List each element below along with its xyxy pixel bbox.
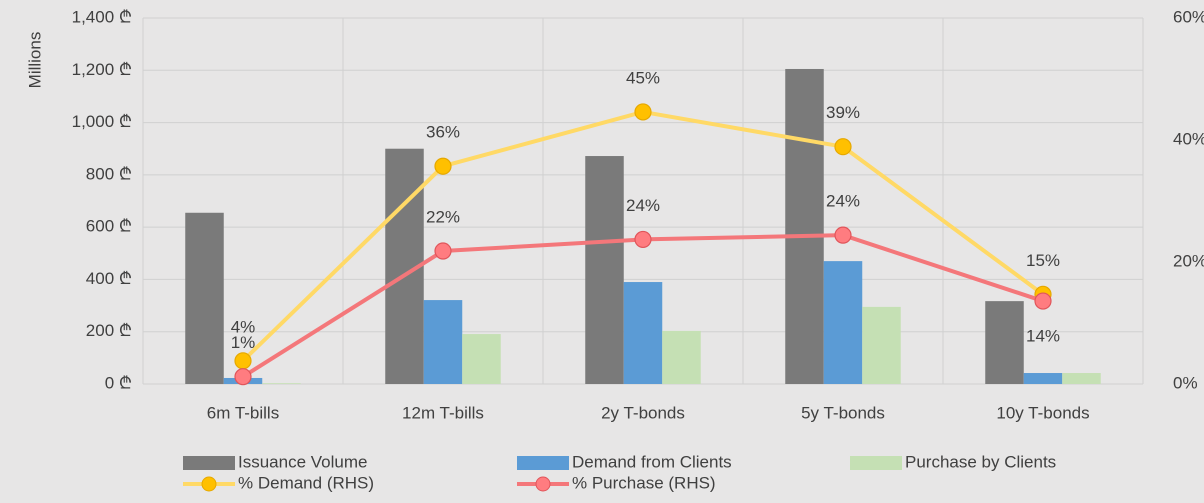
y-axis-label: Millions	[25, 32, 44, 89]
bar	[185, 212, 224, 384]
bar	[462, 334, 501, 384]
legend-label: % Demand (RHS)	[238, 473, 374, 492]
legend-label: Issuance Volume	[238, 452, 367, 471]
data-label: 24%	[626, 196, 660, 215]
legend-label: % Purchase (RHS)	[572, 473, 716, 492]
y-tick-label: 600 ₾	[86, 217, 132, 236]
legend-swatch	[183, 456, 235, 470]
y-tick-label: 1,400 ₾	[72, 7, 132, 26]
legend-marker	[535, 476, 551, 492]
y2-tick-label: 40%	[1173, 129, 1204, 148]
marker	[234, 368, 252, 386]
marker	[1034, 292, 1052, 310]
y-tick-label: 200 ₾	[86, 321, 132, 340]
bar	[1023, 373, 1063, 384]
bar	[623, 282, 663, 384]
data-label: 39%	[826, 103, 860, 122]
data-label: 22%	[426, 208, 460, 227]
data-label: 24%	[826, 192, 860, 211]
data-label: 45%	[626, 68, 660, 87]
legend-swatch	[850, 456, 902, 470]
bar	[785, 68, 824, 384]
x-tick-label: 12m T-bills	[402, 403, 484, 422]
legend-label: Purchase by Clients	[905, 452, 1056, 471]
bar	[262, 383, 301, 384]
legend-swatch	[517, 456, 569, 470]
marker	[834, 226, 852, 244]
data-label: 14%	[1026, 327, 1060, 346]
marker	[634, 230, 652, 249]
x-tick-label: 5y T-bonds	[801, 403, 885, 422]
bar	[423, 300, 463, 384]
bar	[585, 156, 624, 384]
marker	[634, 103, 652, 121]
x-tick-label: 2y T-bonds	[601, 403, 685, 422]
y-tick-label: 800 ₾	[86, 164, 132, 183]
data-label: 15%	[1026, 251, 1060, 270]
legend-label: Demand from Clients	[572, 452, 732, 471]
bar	[1062, 373, 1101, 384]
y-tick-label: 400 ₾	[86, 269, 132, 288]
y2-tick-label: 60%	[1173, 7, 1204, 26]
x-tick-label: 10y T-bonds	[996, 403, 1089, 422]
y-tick-label: 0 ₾	[105, 373, 132, 392]
y2-tick-label: 20%	[1173, 251, 1204, 270]
marker	[834, 138, 852, 156]
marker	[434, 242, 452, 260]
data-label: 4%	[231, 317, 256, 336]
y-tick-label: 1,200 ₾	[72, 60, 132, 79]
bar	[985, 301, 1024, 384]
bar	[662, 330, 701, 384]
bar	[862, 306, 901, 384]
bar	[823, 261, 863, 384]
y2-tick-label: 0%	[1173, 373, 1198, 392]
data-label: 36%	[426, 123, 460, 142]
marker	[234, 352, 252, 370]
legend-marker	[201, 476, 217, 492]
data-label: 1%	[231, 333, 256, 352]
y-tick-label: 1,000 ₾	[72, 112, 132, 131]
x-tick-label: 6m T-bills	[207, 403, 279, 422]
marker	[434, 157, 452, 175]
